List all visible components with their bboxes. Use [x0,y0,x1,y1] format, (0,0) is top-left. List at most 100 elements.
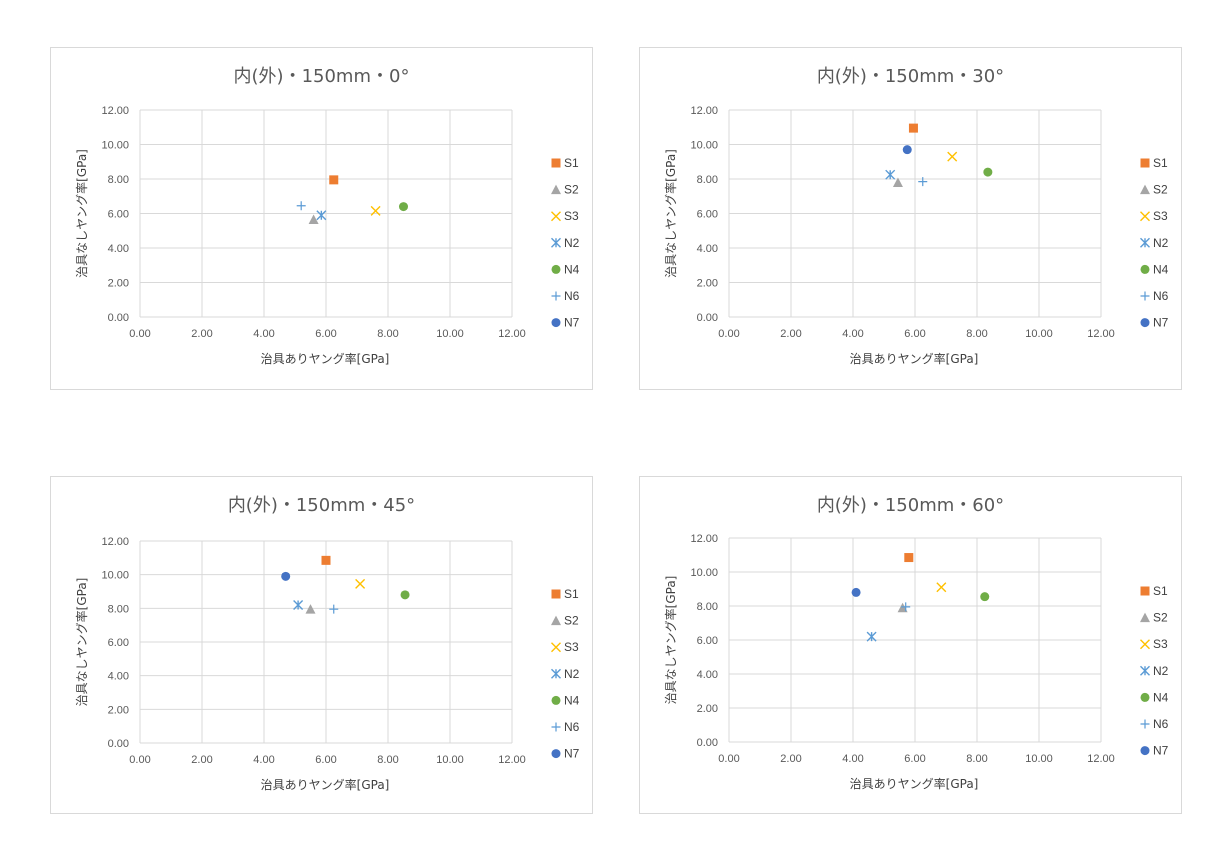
y-tick-label: 6.00 [697,209,718,221]
y-tick-label: 10.00 [690,140,718,152]
y-tick-label: 2.00 [697,278,718,290]
legend-marker-s3 [551,211,561,222]
legend-marker-s3 [1140,639,1150,650]
x-axis-label: 治具ありヤング率[GPa] [261,351,390,366]
y-tick-label: 4.00 [697,243,718,255]
legend-marker-n4 [551,695,561,705]
point-s1 [321,555,331,565]
x-tick-label: 12.00 [1087,328,1115,340]
legend-label-n6: N6 [1153,717,1169,731]
x-tick-label: 4.00 [842,753,863,765]
scatter-chart-45deg: 内(外)・150mm・45° 0.00 2.00 4.00 6.00 8.00 10.00 1… [74,495,580,792]
point-n7 [281,571,291,581]
x-tick-label: 4.00 [253,328,274,340]
legend-label-s2: S2 [564,614,579,628]
legend-marker-n7 [551,749,561,759]
chart-title: 内(外)・150mm・30° [817,66,1004,87]
legend-marker-n4 [551,264,561,274]
y-tick-label: 0.00 [697,737,718,749]
legend-label-s2: S2 [1153,611,1168,625]
x-tick-label: 0.00 [129,754,150,766]
legend-marker-n6 [551,291,561,301]
x-tick-label: 6.00 [904,753,925,765]
legend-marker-n6 [1140,719,1150,729]
x-tick-label: 10.00 [436,754,464,766]
point-n6 [918,177,928,187]
x-tick-label: 10.00 [436,328,464,340]
point-s3 [370,205,381,216]
x-tick-label: 8.00 [377,754,398,766]
y-tick-label: 12.00 [690,105,718,117]
legend-marker-n4 [1140,264,1150,274]
point-n4 [980,592,990,602]
legend-label-n6: N6 [564,289,580,303]
chart-panel-0deg: 内(外)・150mm・0° 0.00 2.00 4.00 6.00 8.00 10.00 12… [50,47,593,390]
point-s2 [892,177,903,187]
x-tick-label: 8.00 [966,328,987,340]
y-tick-label: 0.00 [697,312,718,324]
point-n6 [296,201,306,211]
legend-marker-n6 [1140,291,1150,301]
x-tick-label: 12.00 [498,328,526,340]
point-n7 [851,587,861,597]
legend-label-n2: N2 [564,236,580,250]
point-n2 [316,210,327,221]
legend-marker-n7 [1140,318,1150,328]
point-s1 [904,553,914,563]
legend-marker-s2 [1140,612,1150,623]
legend-marker-s1 [551,158,561,168]
x-axis-label: 治具ありヤング率[GPa] [261,777,390,792]
point-s1 [329,175,339,185]
legend-marker-s1 [551,589,561,599]
legend-label-s1: S1 [1153,156,1168,170]
legend-marker-n6 [551,722,561,732]
x-tick-label: 12.00 [498,754,526,766]
x-tick-label: 0.00 [129,328,150,340]
x-tick-label: 8.00 [966,753,987,765]
legend-marker-s1 [1140,158,1150,168]
point-n2 [866,631,877,642]
chart-panel-60deg: 内(外)・150mm・60° 0.00 2.00 4.00 6.00 8.00 10.00 1… [639,476,1182,814]
y-axis-label: 治具なしヤング率[GPa] [663,149,678,278]
point-n4 [983,167,993,177]
legend-marker-s2 [1140,184,1150,195]
y-tick-label: 8.00 [108,174,129,186]
y-tick-label: 0.00 [108,738,129,750]
point-s2 [305,604,316,614]
point-s2 [308,214,319,225]
legend-marker-s1 [1140,586,1150,596]
x-tick-label: 6.00 [904,328,925,340]
scatter-chart-60deg: 内(外)・150mm・60° 0.00 2.00 4.00 6.00 8.00 10.00 1… [663,495,1169,791]
point-s1 [908,123,918,133]
point-n4 [399,202,408,212]
y-tick-label: 12.00 [101,536,129,548]
legend-marker-n2 [1140,665,1150,676]
y-tick-label: 8.00 [697,601,718,613]
y-axis-label: 治具なしヤング率[GPa] [663,576,678,705]
legend-marker-s2 [551,184,561,195]
legend-label-s1: S1 [564,156,579,170]
legend-label-n6: N6 [1153,289,1169,303]
y-tick-label: 2.00 [697,703,718,715]
y-axis-label: 治具なしヤング率[GPa] [74,578,89,707]
legend-label-n4: N4 [1153,262,1169,276]
x-tick-label: 10.00 [1025,328,1053,340]
legend-label-n4: N4 [564,262,580,276]
x-tick-label: 2.00 [780,753,801,765]
x-tick-label: 8.00 [377,328,398,340]
y-axis-label: 治具なしヤング率[GPa] [74,149,89,278]
legend-marker-n7 [1140,746,1150,756]
y-tick-label: 6.00 [108,209,129,221]
chart-title: 内(外)・150mm・45° [228,495,415,516]
y-tick-label: 12.00 [690,533,718,545]
legend-label-s2: S2 [1153,183,1168,197]
point-s3 [355,578,366,589]
legend-marker-n2 [1140,237,1150,248]
x-axis-label: 治具ありヤング率[GPa] [850,776,979,791]
y-tick-label: 6.00 [697,635,718,647]
legend-marker-n7 [551,318,561,328]
x-tick-label: 0.00 [718,328,739,340]
chart-title: 内(外)・150mm・60° [817,495,1004,516]
legend-label-s3: S3 [564,209,579,223]
y-tick-label: 12.00 [101,105,129,117]
